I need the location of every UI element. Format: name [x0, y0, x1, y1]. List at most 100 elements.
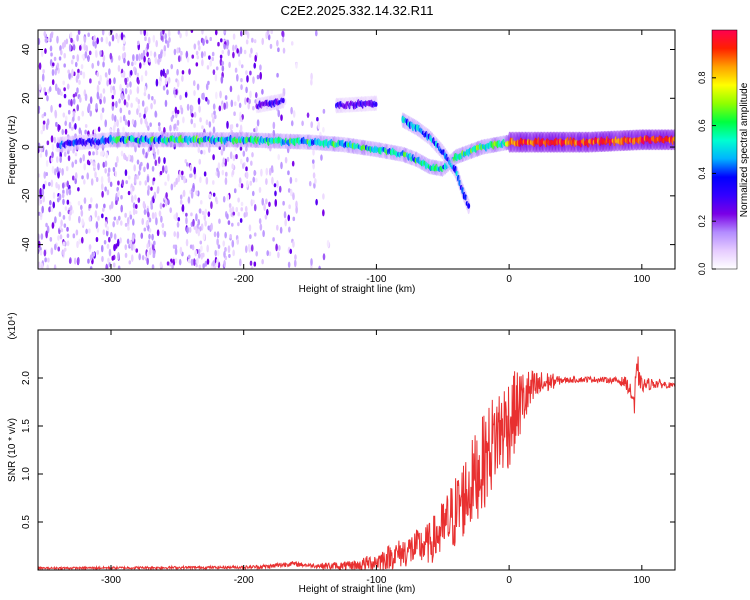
- heatmap-cell: [265, 178, 268, 186]
- heatmap-cell: [38, 173, 41, 178]
- heatmap-cell: [135, 97, 139, 102]
- heatmap-cell: [117, 265, 121, 269]
- heatmap-cell: [113, 77, 116, 85]
- heatmap-cell: [45, 122, 49, 130]
- snr-y-tick-label: 2.0: [21, 371, 32, 385]
- heatmap-cell: [94, 171, 97, 179]
- heatmap-cell: [238, 177, 242, 185]
- heatmap-cell: [250, 244, 254, 252]
- heatmap-cell: [78, 79, 81, 85]
- heatmap-cell: [89, 266, 93, 269]
- heatmap-cell: [174, 123, 177, 129]
- heatmap-cell: [113, 233, 117, 240]
- heatmap-cell: [198, 158, 202, 165]
- heatmap-cell: [50, 135, 54, 143]
- heatmap-cell: [223, 102, 226, 110]
- heatmap-cell: [70, 37, 73, 43]
- heatmap-cell: [182, 116, 185, 124]
- heatmap-cell: [312, 172, 316, 179]
- heatmap-cell: [152, 147, 156, 155]
- heatmap-cell: [146, 175, 150, 183]
- heatmap-cell: [154, 56, 158, 64]
- heatmap-cell: [82, 71, 86, 79]
- heatmap-cell: [185, 50, 189, 59]
- heatmap-cell: [171, 264, 174, 269]
- heatmap-cell: [173, 89, 176, 95]
- heatmap-cell: [48, 86, 52, 93]
- heatmap-cell: [184, 91, 188, 98]
- heatmap-cell: [175, 212, 179, 219]
- heatmap-cell: [197, 147, 201, 154]
- heatmap-cell: [163, 230, 167, 238]
- heatmap-cell: [210, 265, 213, 269]
- heatmap-cell: [39, 249, 43, 256]
- spectrogram-y-tick-label: -40: [21, 237, 32, 252]
- heatmap-cell: [163, 51, 166, 57]
- heatmap-cell: [100, 112, 103, 121]
- heatmap-cell: [173, 181, 176, 188]
- heatmap-cell: [138, 53, 141, 62]
- heatmap-cell: [71, 209, 74, 214]
- heatmap-cell: [281, 97, 285, 104]
- heatmap-cell: [196, 257, 199, 265]
- heatmap-cell: [165, 192, 168, 199]
- heatmap-cell: [176, 221, 180, 228]
- heatmap-cell: [141, 254, 145, 261]
- heatmap-cell: [136, 159, 140, 165]
- heatmap-cell: [41, 73, 45, 82]
- heatmap-cell: [212, 192, 216, 197]
- heatmap-cell: [84, 123, 88, 128]
- heatmap-cell: [289, 176, 293, 184]
- heatmap-cell: [72, 93, 76, 98]
- heatmap-cell: [89, 96, 93, 105]
- heatmap-cell: [229, 207, 232, 213]
- heatmap-cell: [117, 190, 120, 198]
- heatmap-cell: [63, 63, 66, 68]
- heatmap-cell: [170, 183, 174, 191]
- heatmap-cell: [140, 52, 144, 60]
- heatmap-cell: [233, 101, 237, 107]
- heatmap-cell: [287, 214, 291, 222]
- heatmap-cell: [193, 166, 197, 175]
- heatmap-cell: [111, 94, 115, 100]
- heatmap-cell: [155, 40, 158, 48]
- heatmap-cell: [102, 229, 106, 236]
- spectrogram-heatmap: [38, 30, 675, 269]
- heatmap-cell: [68, 258, 72, 264]
- heatmap-cell: [245, 70, 248, 76]
- heatmap-cell: [42, 123, 46, 132]
- heatmap-cell: [94, 41, 97, 49]
- heatmap-cell: [112, 166, 116, 173]
- heatmap-cell: [225, 171, 228, 177]
- heatmap-cell: [196, 83, 200, 91]
- heatmap-cell: [106, 80, 109, 87]
- heatmap-cell: [51, 165, 55, 174]
- heatmap-cell: [239, 158, 243, 165]
- heatmap-cell: [135, 248, 139, 253]
- heatmap-cell: [84, 93, 88, 102]
- heatmap-cell: [310, 121, 313, 129]
- heatmap-cell: [196, 55, 200, 60]
- heatmap-cell: [142, 49, 146, 58]
- heatmap-cell: [127, 94, 131, 101]
- heatmap-cell: [51, 79, 55, 86]
- heatmap-cell: [43, 31, 47, 37]
- heatmap-cell: [177, 174, 181, 183]
- heatmap-cell: [77, 115, 81, 121]
- snr-x-label: Height of straight line (km): [299, 584, 416, 595]
- heatmap-cell: [180, 50, 183, 56]
- heatmap-cell: [232, 249, 235, 257]
- heatmap-cell: [247, 243, 251, 250]
- spectrogram-y-label: Frequency (Hz): [7, 116, 18, 185]
- heatmap-cell: [195, 190, 198, 196]
- heatmap-cell: [126, 82, 129, 88]
- heatmap-cell: [166, 40, 170, 49]
- heatmap-cell: [63, 93, 67, 99]
- heatmap-cell: [249, 260, 253, 266]
- heatmap-cell: [96, 227, 100, 233]
- heatmap-cell: [199, 117, 202, 123]
- heatmap-cell: [198, 105, 201, 113]
- heatmap-cell: [102, 54, 106, 62]
- heatmap-cell: [467, 203, 471, 209]
- heatmap-cell: [114, 162, 118, 168]
